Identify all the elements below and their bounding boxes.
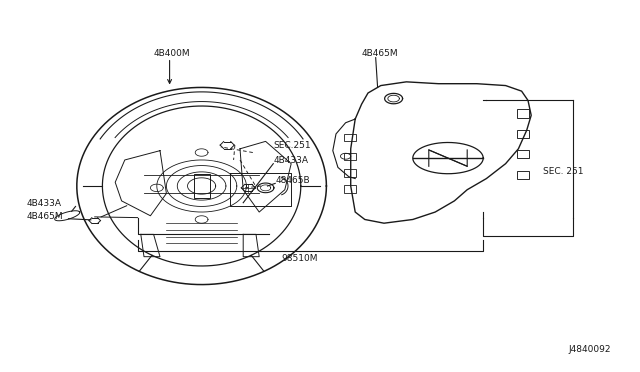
Bar xyxy=(517,171,529,179)
Bar xyxy=(344,169,356,177)
Bar xyxy=(344,153,356,160)
Text: 48465B: 48465B xyxy=(275,176,310,185)
Text: 4B400M: 4B400M xyxy=(154,49,190,58)
Bar xyxy=(344,134,356,141)
Text: SEC.251: SEC.251 xyxy=(273,141,311,150)
Text: 4B465M: 4B465M xyxy=(27,212,63,221)
Text: 4B465M: 4B465M xyxy=(362,49,398,58)
Text: SEC. 251: SEC. 251 xyxy=(543,167,583,176)
Bar xyxy=(517,150,529,158)
Bar xyxy=(193,174,210,198)
Bar xyxy=(517,109,529,118)
Text: 98510M: 98510M xyxy=(282,254,318,263)
Bar xyxy=(517,130,529,138)
Text: J4840092: J4840092 xyxy=(569,345,611,354)
Bar xyxy=(344,185,356,193)
Text: 4B433A: 4B433A xyxy=(27,199,62,208)
Text: 4B433A: 4B433A xyxy=(273,156,308,165)
